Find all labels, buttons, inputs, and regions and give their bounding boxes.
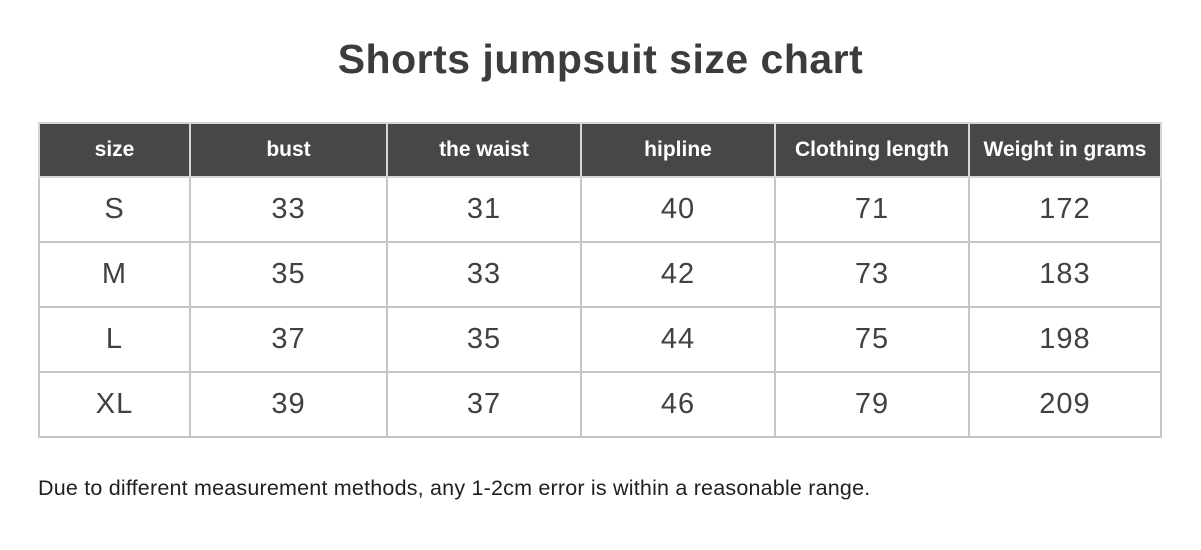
column-header-size: size bbox=[38, 122, 191, 178]
cell-size: S bbox=[38, 176, 191, 243]
size-chart-table: size bust the waist hipline Clothing len… bbox=[38, 122, 1162, 438]
cell-bust: 35 bbox=[189, 241, 388, 308]
cell-length: 71 bbox=[774, 176, 970, 243]
table-row-m: M 35 33 42 73 183 bbox=[38, 241, 1162, 308]
cell-waist: 33 bbox=[386, 241, 582, 308]
cell-bust: 37 bbox=[189, 306, 388, 373]
table-row-xl: XL 39 37 46 79 209 bbox=[38, 371, 1162, 438]
cell-hipline: 46 bbox=[580, 371, 776, 438]
cell-length: 73 bbox=[774, 241, 970, 308]
cell-bust: 33 bbox=[189, 176, 388, 243]
cell-size: M bbox=[38, 241, 191, 308]
cell-weight: 209 bbox=[968, 371, 1162, 438]
cell-weight: 198 bbox=[968, 306, 1162, 373]
cell-length: 79 bbox=[774, 371, 970, 438]
cell-waist: 35 bbox=[386, 306, 582, 373]
measurement-note: Due to different measurement methods, an… bbox=[38, 476, 871, 500]
header-row: size bust the waist hipline Clothing len… bbox=[38, 122, 1162, 178]
column-header-weight: Weight in grams bbox=[968, 122, 1162, 178]
table-header: size bust the waist hipline Clothing len… bbox=[38, 122, 1162, 178]
cell-bust: 39 bbox=[189, 371, 388, 438]
column-header-waist: the waist bbox=[386, 122, 582, 178]
cell-waist: 31 bbox=[386, 176, 582, 243]
cell-size: L bbox=[38, 306, 191, 373]
cell-hipline: 42 bbox=[580, 241, 776, 308]
column-header-hipline: hipline bbox=[580, 122, 776, 178]
cell-hipline: 40 bbox=[580, 176, 776, 243]
cell-weight: 183 bbox=[968, 241, 1162, 308]
table-row-s: S 33 31 40 71 172 bbox=[38, 176, 1162, 243]
cell-hipline: 44 bbox=[580, 306, 776, 373]
cell-size: XL bbox=[38, 371, 191, 438]
cell-weight: 172 bbox=[968, 176, 1162, 243]
cell-length: 75 bbox=[774, 306, 970, 373]
table-body: S 33 31 40 71 172 M 35 33 42 73 183 L 37… bbox=[38, 176, 1162, 438]
column-header-clothing-length: Clothing length bbox=[774, 122, 970, 178]
column-header-bust: bust bbox=[189, 122, 388, 178]
table-row-l: L 37 35 44 75 198 bbox=[38, 306, 1162, 373]
cell-waist: 37 bbox=[386, 371, 582, 438]
page-title: Shorts jumpsuit size chart bbox=[337, 36, 864, 82]
